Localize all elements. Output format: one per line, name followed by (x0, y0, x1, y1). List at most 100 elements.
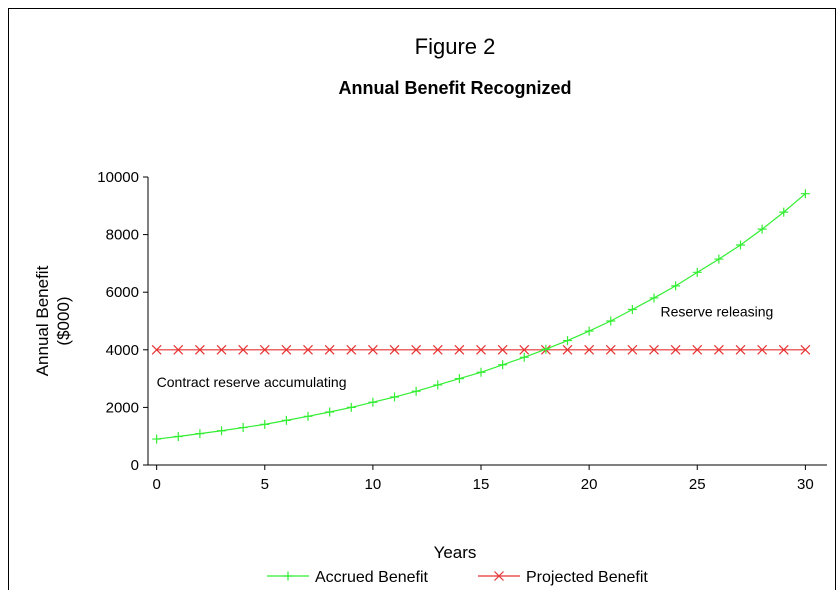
data-point (411, 344, 422, 355)
data-point (324, 344, 335, 355)
y-ticks: 0 2000 4000 6000 8000 10000 (97, 169, 148, 474)
data-point (173, 431, 183, 441)
data-point (238, 423, 248, 433)
data-point (779, 207, 789, 217)
series-accrued-benefit (152, 189, 810, 444)
data-point (432, 344, 443, 355)
legend-swatch-marker (283, 571, 293, 581)
annotation-label: Contract reserve accumulating (157, 374, 347, 390)
data-point (605, 344, 616, 355)
legend: Accrued Benefit Projected Benefit (267, 569, 648, 586)
data-point (281, 415, 291, 425)
data-point (389, 344, 400, 355)
data-point (151, 344, 162, 355)
y-axis-label: Annual Benefit ($000) (33, 265, 73, 376)
y-axis-label-line-2: ($000) (54, 296, 73, 345)
data-point (216, 344, 227, 355)
data-point (476, 367, 486, 377)
x-axis-label: Years (434, 543, 477, 562)
data-point (714, 254, 724, 264)
data-point (800, 344, 811, 355)
data-point (368, 397, 378, 407)
data-point (346, 402, 356, 412)
data-point (498, 360, 508, 370)
data-point (584, 326, 594, 336)
data-point (713, 344, 724, 355)
x-tick-label: 5 (261, 476, 269, 493)
figure-label: Figure 2 (415, 34, 496, 59)
data-point (692, 267, 702, 277)
chart-title: Annual Benefit Recognized (338, 78, 571, 98)
legend-swatch-marker (494, 571, 504, 581)
chart-frame (8, 8, 836, 590)
axes (147, 177, 827, 466)
data-point (454, 374, 464, 384)
y-tick-label: 2000 (106, 399, 139, 416)
data-point (736, 240, 746, 250)
data-point (670, 344, 681, 355)
data-point (346, 344, 357, 355)
data-point (303, 344, 313, 355)
data-point (325, 407, 335, 417)
data-point (757, 224, 767, 234)
annotation-label: Reserve releasing (660, 304, 773, 320)
data-point (757, 344, 768, 355)
legend-label: Accrued Benefit (315, 569, 429, 586)
data-point (562, 344, 573, 355)
data-point (303, 411, 313, 421)
x-tick-label: 25 (689, 476, 706, 493)
data-point (281, 344, 292, 355)
data-point (411, 386, 421, 396)
data-point (152, 434, 162, 444)
data-point (173, 344, 184, 355)
annotation-background (154, 373, 371, 393)
data-point (519, 344, 530, 355)
legend-item-projected-benefit: Projected Benefit (478, 569, 648, 586)
data-point (692, 344, 703, 355)
data-point (735, 344, 746, 355)
data-point (238, 344, 249, 355)
x-tick-label: 30 (797, 476, 814, 493)
x-tick-label: 10 (365, 476, 382, 493)
data-point (217, 426, 227, 436)
data-point (519, 352, 529, 362)
data-point (627, 344, 638, 355)
y-axis-label-line-1: Annual Benefit (33, 265, 52, 376)
data-point (584, 344, 595, 355)
data-point (390, 392, 400, 402)
data-point (476, 344, 486, 355)
data-point (800, 189, 810, 199)
y-tick-label: 4000 (106, 342, 139, 359)
annotation-background (658, 302, 787, 322)
data-point (649, 293, 659, 303)
data-point (260, 419, 270, 429)
series-projected-benefit (151, 344, 811, 355)
series-layer (151, 189, 811, 444)
data-point (454, 344, 465, 355)
x-tick-label: 0 (152, 476, 160, 493)
y-tick-label: 10000 (97, 169, 139, 186)
x-ticks: 0 5 10 15 20 25 30 (152, 465, 814, 493)
x-tick-label: 15 (473, 476, 490, 493)
data-point (259, 344, 270, 355)
data-point (541, 344, 551, 354)
data-point (649, 344, 659, 355)
y-tick-label: 8000 (106, 227, 139, 244)
data-point (563, 336, 573, 346)
annotations: Contract reserve accumulating Reserve rel… (154, 302, 787, 393)
data-point (433, 380, 443, 390)
data-point (497, 344, 508, 355)
data-point (194, 344, 205, 355)
data-point (671, 281, 681, 291)
data-point (627, 304, 637, 314)
legend-label: Projected Benefit (526, 569, 648, 586)
y-tick-label: 0 (131, 457, 139, 474)
data-point (195, 429, 205, 439)
data-point (606, 316, 616, 326)
legend-item-accrued-benefit: Accrued Benefit (267, 569, 429, 586)
y-tick-label: 6000 (106, 284, 139, 301)
data-point (778, 344, 789, 355)
x-tick-label: 20 (581, 476, 598, 493)
data-point (367, 344, 378, 355)
